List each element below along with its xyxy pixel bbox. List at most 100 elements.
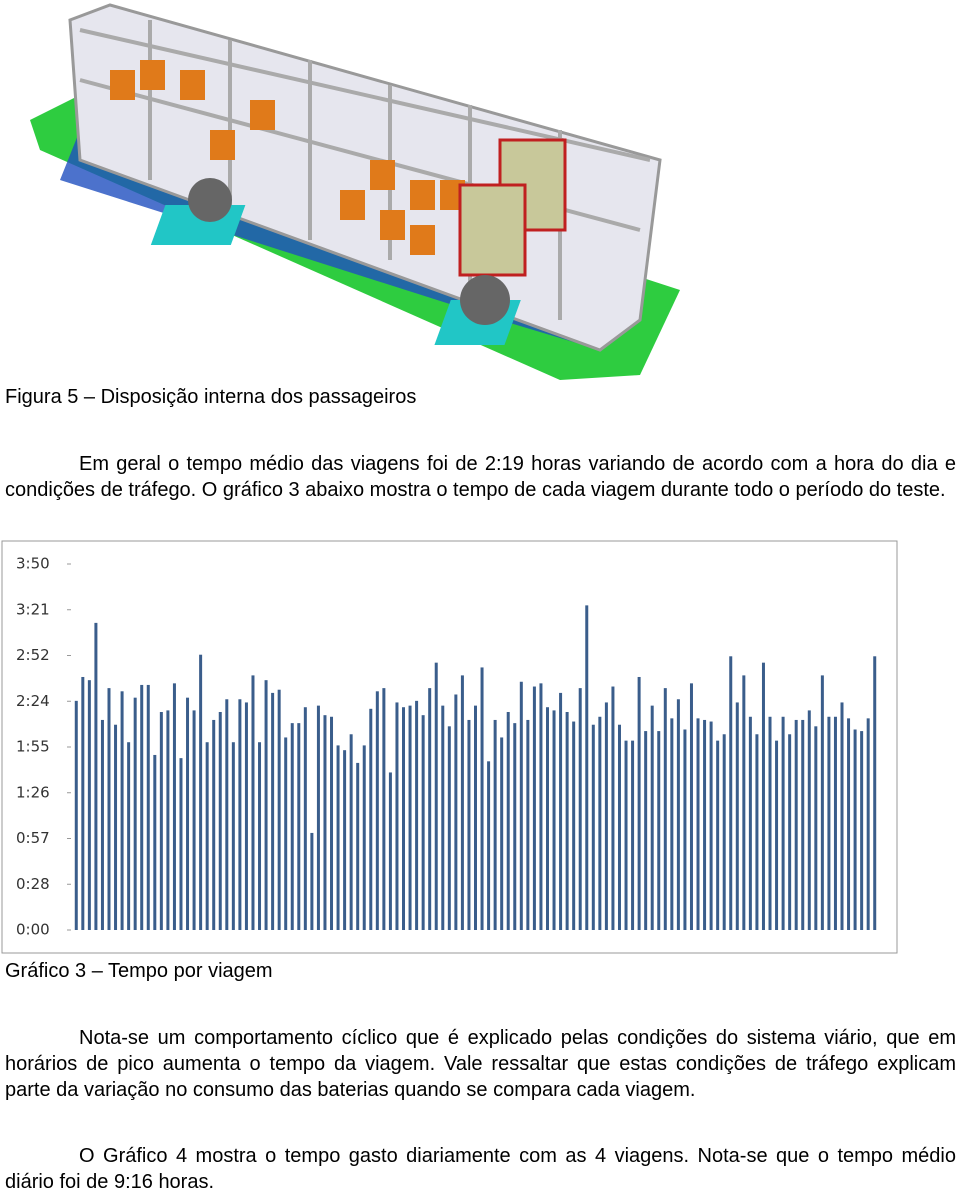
bar <box>460 675 464 930</box>
bar <box>100 719 104 930</box>
bar <box>689 683 693 930</box>
bar <box>441 705 445 930</box>
y-tick-label: 2:24 <box>16 692 50 710</box>
chart: 0:00 0:28 0:57 1:26 1:55 2:24 2:52 3:21 3:50 <box>1 540 898 954</box>
bar <box>186 697 190 930</box>
bar <box>742 675 746 930</box>
bar <box>500 737 504 930</box>
bar <box>545 707 549 930</box>
bus-illustration <box>30 3 680 380</box>
bar <box>578 688 582 930</box>
bar <box>218 711 222 930</box>
bar <box>258 742 262 930</box>
wheel <box>460 275 510 325</box>
bar <box>866 718 870 930</box>
bar <box>650 705 654 930</box>
bar <box>251 675 255 930</box>
bar <box>748 716 752 930</box>
bar <box>127 742 131 930</box>
bar <box>375 691 379 930</box>
bar <box>323 715 327 930</box>
bar <box>199 654 203 930</box>
bar <box>172 683 176 930</box>
bar <box>624 740 628 930</box>
bar <box>402 707 406 930</box>
bar <box>205 742 209 930</box>
bar <box>814 726 818 930</box>
bar <box>94 622 98 930</box>
paragraph: Nota-se um comportamento cíclico que é e… <box>5 1027 956 1101</box>
bar <box>290 723 294 930</box>
bar <box>552 710 556 930</box>
bar <box>722 734 726 930</box>
bar <box>585 605 589 930</box>
bar <box>120 691 124 930</box>
bar <box>604 702 608 930</box>
bar <box>408 705 412 930</box>
bar <box>179 758 183 930</box>
bar <box>133 697 137 930</box>
bar <box>369 708 373 930</box>
bar <box>454 694 458 930</box>
bar <box>238 699 242 930</box>
bus-frame <box>68 3 662 352</box>
bar <box>801 719 805 930</box>
y-tick-label: 0:57 <box>16 829 50 847</box>
bar <box>415 700 419 930</box>
bar <box>657 731 661 930</box>
y-tick-label: 3:50 <box>16 555 50 573</box>
bar <box>696 718 700 930</box>
bar <box>284 737 288 930</box>
bar <box>434 662 438 930</box>
bar <box>244 702 248 930</box>
bar <box>277 689 281 930</box>
y-tick-label: 3:21 <box>16 600 50 618</box>
chart-caption: Gráfico 3 – Tempo por viagem <box>5 960 273 982</box>
bar <box>781 716 785 930</box>
bar <box>513 723 517 930</box>
bar <box>192 710 196 930</box>
bar <box>761 662 765 930</box>
wheel <box>188 178 232 222</box>
bar <box>807 710 811 930</box>
bar <box>591 724 595 930</box>
bar <box>87 680 91 930</box>
bar <box>532 686 536 930</box>
bar <box>827 716 831 930</box>
paragraph: O Gráfico 4 mostra o tempo gasto diariam… <box>5 1145 956 1193</box>
bar <box>637 676 641 930</box>
bar <box>729 656 733 930</box>
bar <box>153 754 157 930</box>
y-tick-label: 1:26 <box>16 783 50 801</box>
bar <box>316 705 320 930</box>
bar <box>676 699 680 930</box>
bar <box>349 734 353 930</box>
bar <box>539 683 543 930</box>
bar <box>840 702 844 930</box>
y-tick-label: 0:00 <box>16 921 50 939</box>
bar <box>611 686 615 930</box>
bar <box>833 716 837 930</box>
bar <box>617 724 621 930</box>
y-tick-label: 2:52 <box>16 646 50 664</box>
bar <box>303 707 307 930</box>
bar <box>231 742 235 930</box>
bar <box>107 688 111 930</box>
bar <box>506 711 510 930</box>
bar <box>480 667 484 930</box>
bar <box>114 724 118 930</box>
bar <box>847 718 851 930</box>
bar <box>768 716 772 930</box>
bar <box>395 702 399 930</box>
bar <box>421 715 425 930</box>
bar <box>356 762 360 930</box>
bar <box>873 656 877 930</box>
bar <box>264 680 268 930</box>
bar <box>788 734 792 930</box>
bar <box>559 692 563 930</box>
bar <box>703 719 707 930</box>
bar <box>467 719 471 930</box>
figure-caption: Figura 5 – Disposição interna dos passag… <box>5 386 417 408</box>
bar <box>74 700 78 930</box>
